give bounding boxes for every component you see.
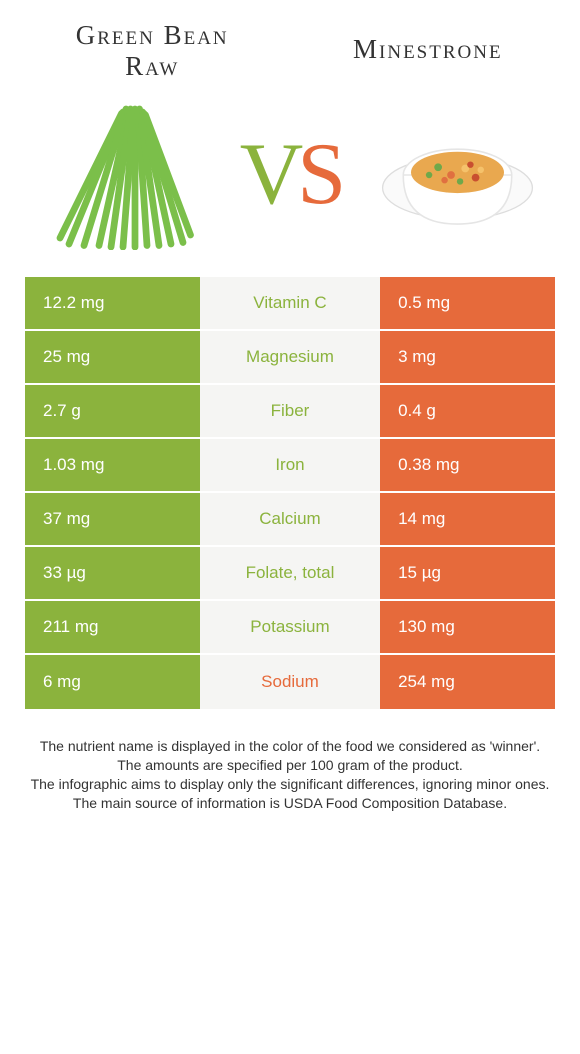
nutrient-value-left: 2.7 g (25, 385, 200, 437)
nutrient-name: Potassium (200, 601, 380, 653)
footer-notes: The nutrient name is displayed in the co… (25, 737, 555, 813)
nutrient-value-left: 12.2 mg (25, 277, 200, 329)
green-beans-image (45, 97, 200, 252)
nutrient-value-left: 25 mg (25, 331, 200, 383)
nutrient-value-right: 15 µg (380, 547, 555, 599)
table-row: 6 mgSodium254 mg (25, 655, 555, 709)
nutrient-value-left: 1.03 mg (25, 439, 200, 491)
nutrient-name: Iron (200, 439, 380, 491)
nutrient-name: Calcium (200, 493, 380, 545)
minestrone-image (380, 97, 535, 252)
table-row: 2.7 gFiber0.4 g (25, 385, 555, 439)
footer-line-1: The nutrient name is displayed in the co… (29, 737, 551, 756)
nutrient-value-right: 0.5 mg (380, 277, 555, 329)
nutrient-name: Magnesium (200, 331, 380, 383)
footer-line-3: The infographic aims to display only the… (29, 775, 551, 794)
table-row: 1.03 mgIron0.38 mg (25, 439, 555, 493)
nutrient-value-right: 130 mg (380, 601, 555, 653)
nutrient-value-right: 0.38 mg (380, 439, 555, 491)
table-row: 37 mgCalcium14 mg (25, 493, 555, 547)
nutrient-table: 12.2 mgVitamin C0.5 mg25 mgMagnesium3 mg… (25, 277, 555, 709)
nutrient-value-right: 3 mg (380, 331, 555, 383)
titles-row: Green Bean Raw Minestrone (25, 20, 555, 82)
nutrient-name: Folate, total (200, 547, 380, 599)
title-left-line2: Raw (125, 51, 179, 81)
infographic-container: Green Bean Raw Minestrone VS (0, 0, 580, 833)
title-right: Minestrone (301, 20, 555, 82)
nutrient-value-right: 254 mg (380, 655, 555, 709)
vs-label: VS (240, 124, 341, 225)
nutrient-value-right: 0.4 g (380, 385, 555, 437)
title-left-line1: Green Bean (76, 20, 229, 50)
nutrient-value-right: 14 mg (380, 493, 555, 545)
vs-v: V (240, 126, 298, 223)
vs-s: S (297, 126, 340, 223)
nutrient-name: Fiber (200, 385, 380, 437)
nutrient-name: Sodium (200, 655, 380, 709)
footer-line-2: The amounts are specified per 100 gram o… (29, 756, 551, 775)
table-row: 33 µgFolate, total15 µg (25, 547, 555, 601)
table-row: 25 mgMagnesium3 mg (25, 331, 555, 385)
nutrient-name: Vitamin C (200, 277, 380, 329)
footer-line-4: The main source of information is USDA F… (29, 794, 551, 813)
nutrient-value-left: 6 mg (25, 655, 200, 709)
nutrient-value-left: 33 µg (25, 547, 200, 599)
table-row: 211 mgPotassium130 mg (25, 601, 555, 655)
hero-row: VS (25, 97, 555, 252)
nutrient-value-left: 211 mg (25, 601, 200, 653)
nutrient-value-left: 37 mg (25, 493, 200, 545)
title-left: Green Bean Raw (25, 20, 279, 82)
table-row: 12.2 mgVitamin C0.5 mg (25, 277, 555, 331)
